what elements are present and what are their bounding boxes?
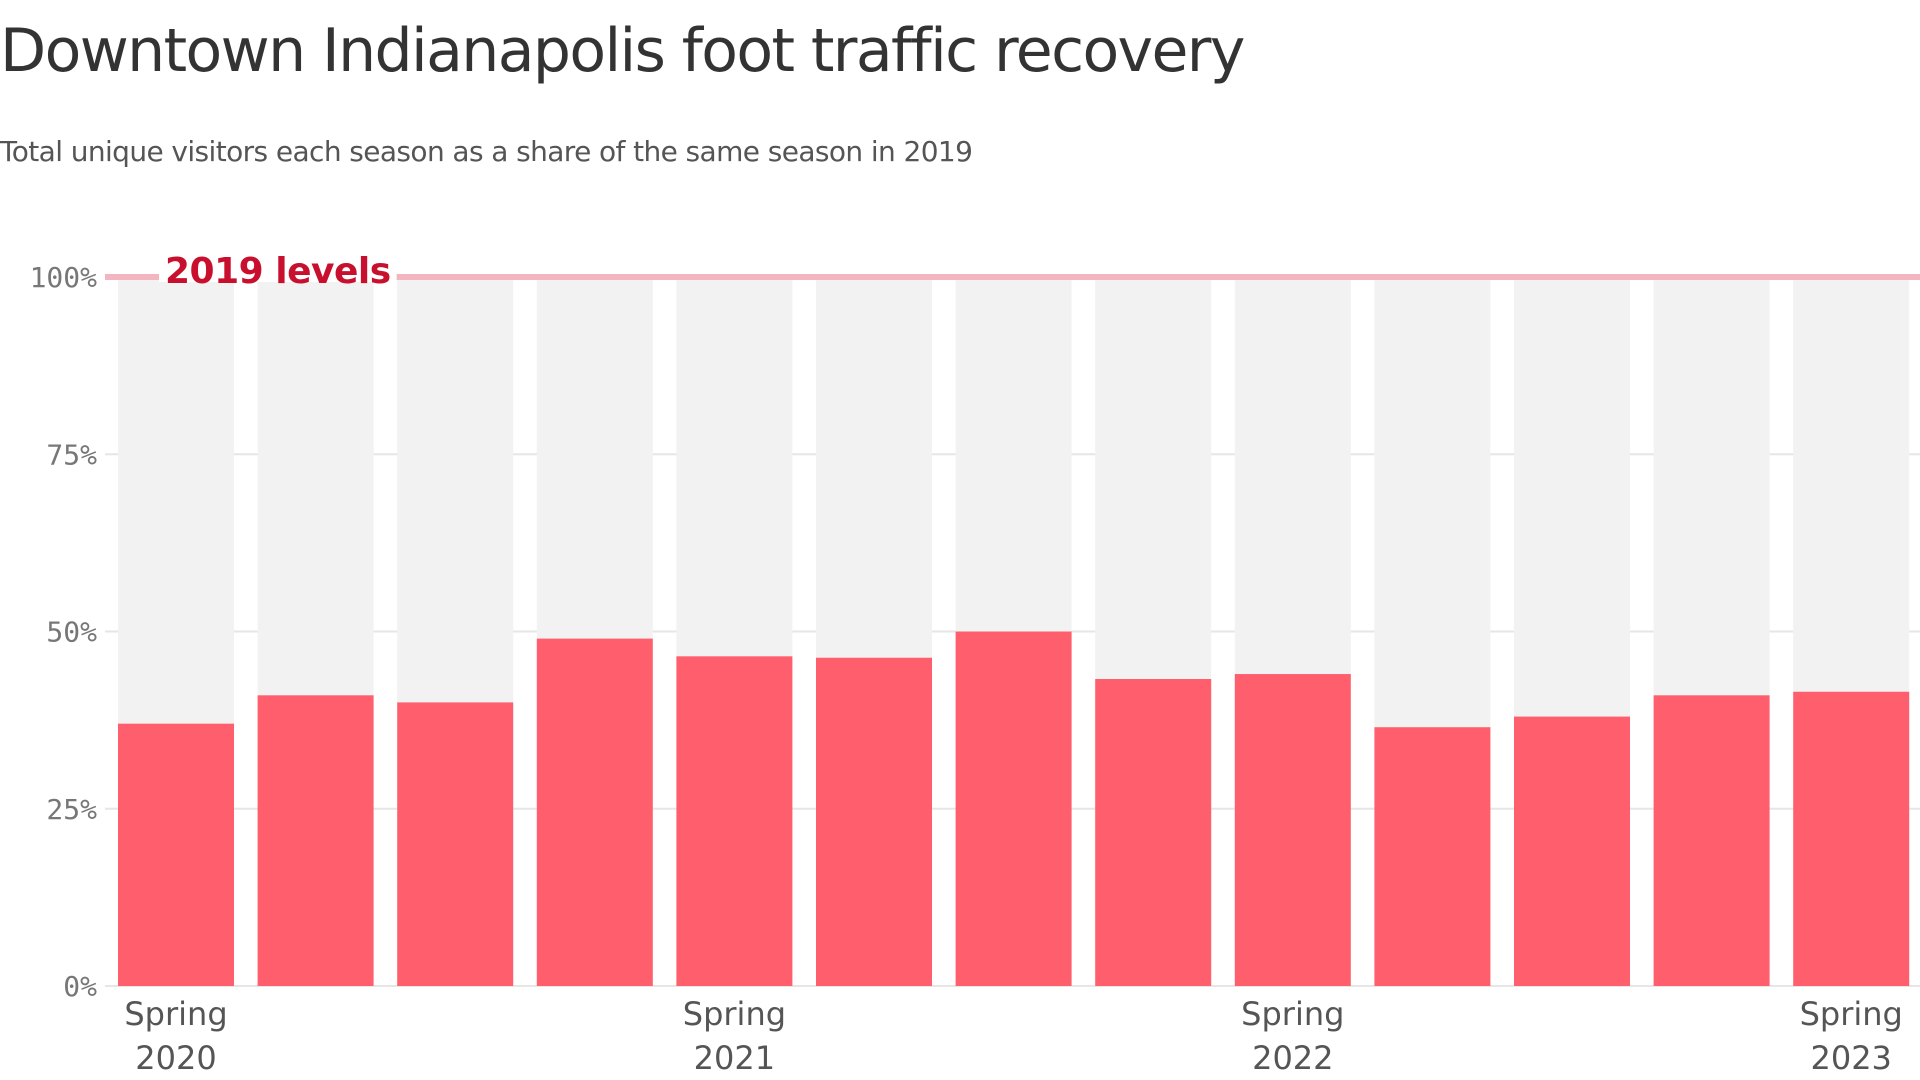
y-tick-label: 75% xyxy=(46,438,97,471)
bar-spring-2021 xyxy=(676,656,793,986)
x-tick-label: Spring 2021 xyxy=(683,995,786,1077)
bar-winter-2022 xyxy=(1653,695,1770,986)
chart-subtitle: Total unique visitors each season as a s… xyxy=(0,135,973,168)
reference-label-background xyxy=(159,272,397,282)
y-axis: 0% 25% 50% 75% 100% xyxy=(30,261,98,1003)
y-tick-label: 50% xyxy=(46,616,97,649)
x-tick-label: Spring 2023 xyxy=(1800,995,1903,1077)
chart-title: Downtown Indianapolis foot traffic recov… xyxy=(0,16,1245,86)
bar-fall-2021 xyxy=(955,631,1072,986)
bar-summer-2022 xyxy=(1374,727,1491,986)
y-tick-label: 100% xyxy=(30,261,98,294)
bar-summer-2020 xyxy=(257,695,374,986)
x-tick-label: Spring 2020 xyxy=(124,995,227,1077)
bar-summer-2021 xyxy=(816,657,932,986)
data-bars xyxy=(118,631,1910,986)
x-tick-label: Spring 2022 xyxy=(1241,995,1344,1077)
y-tick-label: 25% xyxy=(46,793,97,826)
bar-fall-2022 xyxy=(1514,716,1630,986)
reference-line-label: 2019 levels xyxy=(165,251,391,292)
bar-spring-2023 xyxy=(1793,691,1910,986)
y-tick-label: 0% xyxy=(63,970,97,1003)
bar-fall-2020 xyxy=(397,702,514,986)
bar-spring-2022 xyxy=(1234,674,1351,986)
bar-winter-2020 xyxy=(536,638,653,986)
reference-line-group: 2019 levels xyxy=(105,251,1920,292)
x-axis: Spring 2020 Spring 2021 Spring 2022 Spring 2023 xyxy=(124,995,1902,1077)
bar-spring-2020 xyxy=(118,723,234,986)
bar-winter-2021 xyxy=(1095,679,1212,986)
